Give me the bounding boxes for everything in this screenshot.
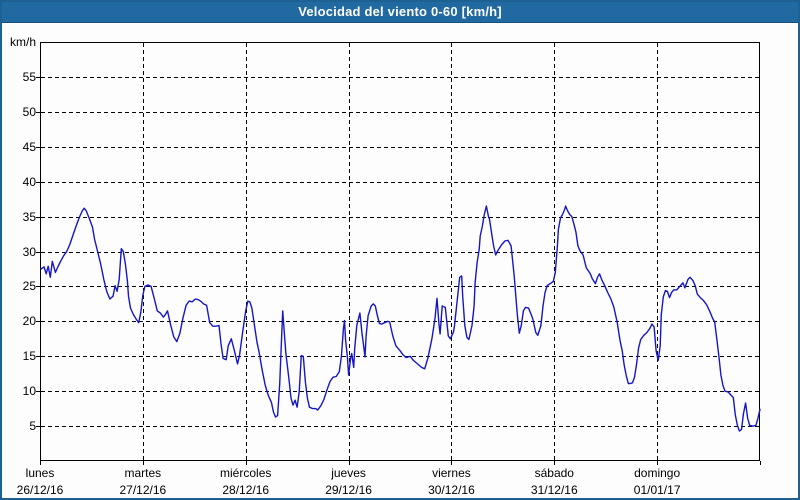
- day-name-label: martes: [124, 466, 162, 480]
- day-date-label: 01/01/17: [633, 483, 681, 497]
- y-axis-tick-label: 45: [22, 139, 36, 154]
- day-name-label: miércoles: [220, 466, 272, 480]
- y-axis-tick-label: 5: [29, 419, 36, 434]
- x-axis-day-label: jueves 29/12/16: [297, 466, 401, 497]
- day-date-label: 26/12/16: [16, 483, 64, 497]
- day-date-label: 27/12/16: [119, 483, 167, 497]
- y-axis-tick-label: 20: [22, 314, 36, 329]
- x-axis-day-label: miércoles 28/12/16: [194, 466, 298, 497]
- day-name-label: sábado: [534, 466, 574, 480]
- y-axis-tick-label: 25: [22, 279, 36, 294]
- plot-frame: [40, 42, 760, 461]
- x-axis-day-label: martes 27/12/16: [91, 466, 195, 497]
- chart-title: Velocidad del viento 0-60 [km/h]: [298, 4, 502, 19]
- day-date-label: 30/12/16: [428, 483, 475, 497]
- chart-title-bar: Velocidad del viento 0-60 [km/h]: [2, 2, 798, 23]
- day-name-label: domingo: [634, 466, 681, 480]
- x-axis-day-label: viernes 30/12/16: [399, 466, 503, 497]
- x-axis-day-label: domingo 01/01/17: [605, 466, 709, 497]
- y-axis-tick-label: 50: [22, 104, 36, 119]
- y-axis-tick-label: 15: [22, 349, 36, 364]
- y-axis-unit-label: km/h: [9, 35, 36, 49]
- day-date-label: 28/12/16: [222, 483, 270, 497]
- y-axis-tick-label: 10: [22, 384, 36, 399]
- x-axis-day-label: sábado 31/12/16: [502, 466, 606, 497]
- day-name-label: viernes: [432, 466, 471, 480]
- y-axis-tick-label: 40: [22, 174, 36, 189]
- x-axis-day-label: lunes 26/12/16: [2, 466, 92, 497]
- wind-speed-series-line: [40, 205, 761, 432]
- day-name-label: jueves: [331, 466, 366, 480]
- day-date-label: 31/12/16: [530, 483, 578, 497]
- day-date-label: 29/12/16: [325, 483, 372, 497]
- wind-speed-line-chart: [36, 42, 761, 465]
- day-name-label: lunes: [25, 466, 55, 480]
- y-axis-tick-label: 35: [22, 209, 36, 224]
- y-axis-tick-label: 30: [22, 244, 36, 259]
- y-axis-tick-label: 55: [22, 69, 36, 84]
